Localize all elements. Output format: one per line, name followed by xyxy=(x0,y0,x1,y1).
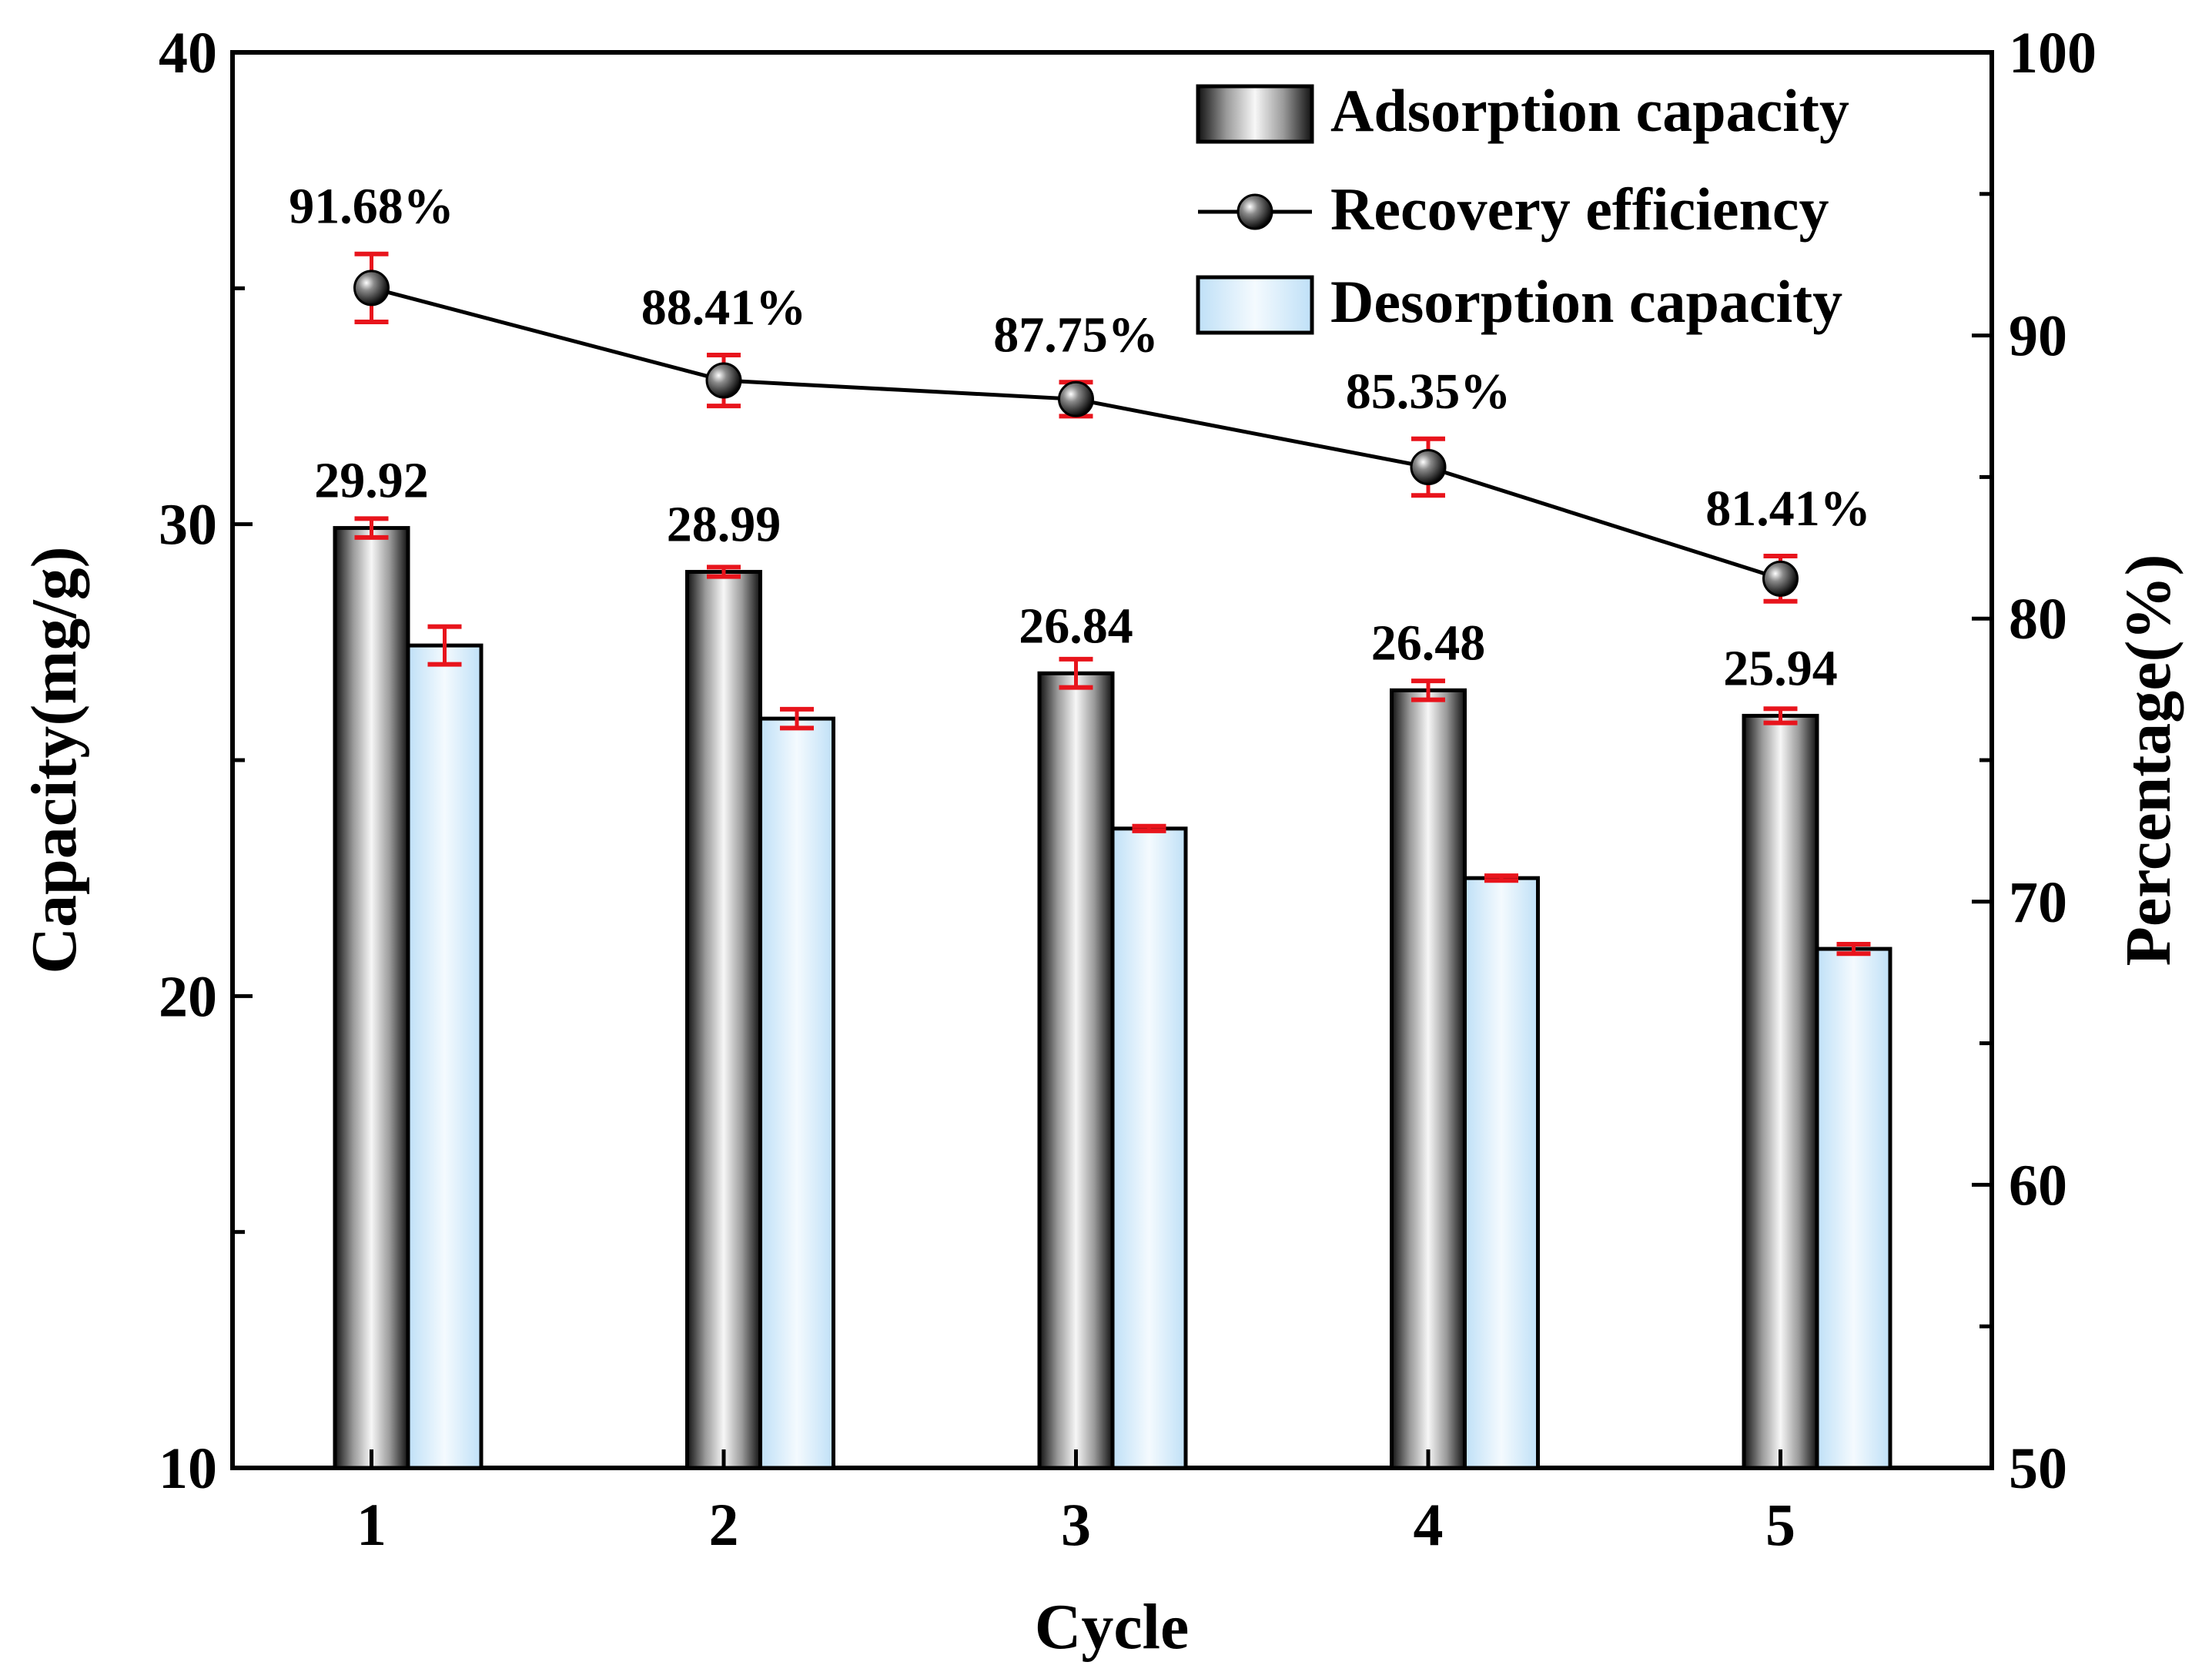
adsorption-bar-5 xyxy=(1742,713,1819,1470)
desorption-bar-3 xyxy=(1110,826,1188,1470)
recovery-line-layer xyxy=(353,270,1799,597)
y-axis-title: Capacity(mg/g) xyxy=(18,546,90,973)
desorption-bar-4 xyxy=(1463,876,1540,1470)
legend-marker-recovery xyxy=(1237,193,1273,230)
adsorption-value-label-4: 26.48 xyxy=(1371,615,1486,671)
recovery-marker-3 xyxy=(1058,380,1094,417)
y2-axis-title: Percentage(%) xyxy=(2113,555,2184,967)
legend-label-recovery: Recovery efficiency xyxy=(1330,176,1829,243)
data-labels-layer: 29.92 28.99 26.84 26.48 25.94 91.68% 88.41% 87.… xyxy=(289,179,1871,697)
y2-tick-label-60: 60 xyxy=(2009,1153,2067,1218)
adsorption-value-label-2: 28.99 xyxy=(667,497,781,553)
legend-label-adsorption: Adsorption capacity xyxy=(1330,77,1849,144)
recovery-marker-4 xyxy=(1410,449,1447,486)
x-tick-label-5: 5 xyxy=(1765,1491,1795,1558)
x-tick-label-1: 1 xyxy=(356,1491,387,1558)
y2-tick-label-100: 100 xyxy=(2009,21,2097,85)
adsorption-bar-1 xyxy=(333,526,410,1470)
x-tick-label-3: 3 xyxy=(1061,1491,1091,1558)
axes-layer: 10 20 30 40 50 60 70 80 90 100 1 2 3 4 5 xyxy=(159,21,2097,1558)
legend-label-desorption: Desorption capacity xyxy=(1330,268,1842,335)
y-tick-label-20: 20 xyxy=(159,964,217,1029)
x-tick-label-4: 4 xyxy=(1414,1491,1444,1558)
adsorption-value-label-5: 25.94 xyxy=(1723,640,1838,696)
recovery-marker-5 xyxy=(1762,560,1799,597)
x-axis-title: Cycle xyxy=(1035,1591,1190,1663)
bars-layer xyxy=(333,526,1892,1470)
adsorption-value-label-1: 29.92 xyxy=(314,453,429,509)
y-tick-label-10: 10 xyxy=(159,1436,217,1501)
legend: Adsorption capacity Recovery efficiency … xyxy=(1196,77,1849,335)
y-tick-label-30: 30 xyxy=(159,493,217,558)
adsorption-bar-2 xyxy=(685,570,762,1470)
y-tick-label-40: 40 xyxy=(159,21,217,85)
legend-swatch-adsorption xyxy=(1196,84,1314,144)
adsorption-bar-4 xyxy=(1390,688,1467,1470)
recovery-value-label-3: 87.75% xyxy=(993,307,1159,363)
recovery-marker-2 xyxy=(705,362,742,399)
y2-tick-label-50: 50 xyxy=(2009,1436,2067,1501)
recovery-value-label-4: 85.35% xyxy=(1346,364,1511,420)
desorption-bar-2 xyxy=(758,716,835,1470)
adsorption-value-label-3: 26.84 xyxy=(1019,598,1133,654)
recovery-value-label-5: 81.41% xyxy=(1705,481,1871,537)
recovery-marker-1 xyxy=(353,270,390,307)
recovery-value-label-1: 91.68% xyxy=(289,179,454,235)
adsorption-bar-3 xyxy=(1037,671,1115,1470)
y2-tick-label-90: 90 xyxy=(2009,304,2067,369)
y2-tick-label-70: 70 xyxy=(2009,870,2067,935)
x-tick-label-2: 2 xyxy=(709,1491,739,1558)
legend-swatch-desorption xyxy=(1196,275,1314,335)
recovery-value-label-2: 88.41% xyxy=(641,280,807,336)
desorption-bar-5 xyxy=(1815,947,1892,1470)
y2-tick-label-80: 80 xyxy=(2009,587,2067,652)
desorption-bar-1 xyxy=(406,643,484,1470)
